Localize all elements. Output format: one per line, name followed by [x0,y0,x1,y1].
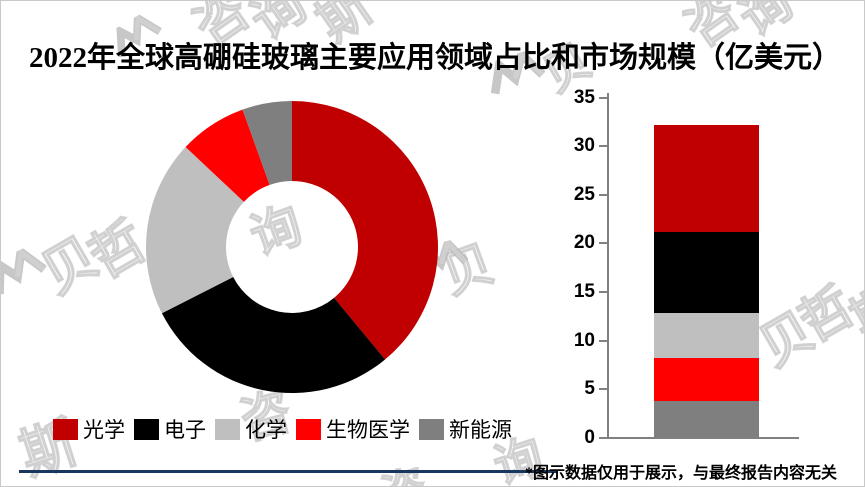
y-tick-10 [599,339,607,342]
bar-segment-化学 [654,313,759,359]
y-tick-label-25: 25 [573,183,595,205]
legend-swatch-0 [53,418,78,440]
donut-slice-1 [161,276,386,393]
page-title: 2022年全球高硼硅玻璃主要应用领域占比和市场规模（亿美元） [29,42,842,74]
y-tick-label-10: 10 [573,329,595,351]
watermark-text-9: 贝 [434,234,502,305]
y-tick-label-5: 5 [584,378,595,400]
donut-slice-3 [185,109,270,202]
legend-swatch-4 [419,418,444,440]
legend-swatch-2 [215,418,240,440]
legend-item-1: 电子 [134,414,206,444]
bar-segment-光学 [654,124,759,232]
y-tick-label-30: 30 [573,135,595,157]
watermark-text-12: 斯 [841,274,865,352]
legend-label-1: 电子 [164,418,206,442]
watermark-text-10: 贝 [749,301,825,379]
y-tick-label-15: 15 [573,281,595,303]
watermark-text-11: 哲 [789,276,865,354]
bar-segment-新能源 [654,401,759,437]
bottom-divider-line [19,470,557,473]
legend-item-3: 生物医学 [296,414,410,444]
legend-label-0: 光学 [83,418,125,442]
legend-label-4: 新能源 [449,418,512,442]
watermark-logo-icon-3 [1,243,53,305]
x-axis-line [607,437,799,439]
bar-segment-生物医学 [654,358,759,401]
donut-slice-0 [292,101,438,360]
watermark-text-6: 贝 [31,226,109,306]
legend-swatch-3 [296,418,321,440]
legend: 光学 电子 化学 生物医学 新能源 [53,414,521,444]
bar-segment-电子 [654,231,759,314]
y-axis-line [607,93,609,439]
y-tick-label-0: 0 [584,427,595,448]
watermark-text-7: 哲 [79,210,157,290]
y-tick-35 [599,96,607,99]
y-tick-5 [599,388,607,391]
donut-slice-2 [146,147,244,314]
y-tick-label-20: 20 [573,232,595,254]
y-tick-15 [599,291,607,294]
y-tick-25 [599,193,607,196]
watermark-text-16: 咨 [376,460,434,486]
y-tick-20 [599,242,607,245]
legend-item-0: 光学 [53,414,125,444]
legend-item-4: 新能源 [419,414,512,444]
legend-swatch-1 [134,418,159,440]
donut-slice-4 [242,101,292,185]
legend-item-2: 化学 [215,414,287,444]
legend-label-2: 化学 [245,418,287,442]
y-tick-0 [599,437,607,439]
legend-label-3: 生物医学 [326,418,410,442]
footnote: *图示数据仅用于展示，与最终报告内容无关 [524,465,837,482]
donut-chart [146,101,438,393]
y-tick-label-35: 35 [573,86,595,108]
y-tick-30 [599,145,607,148]
